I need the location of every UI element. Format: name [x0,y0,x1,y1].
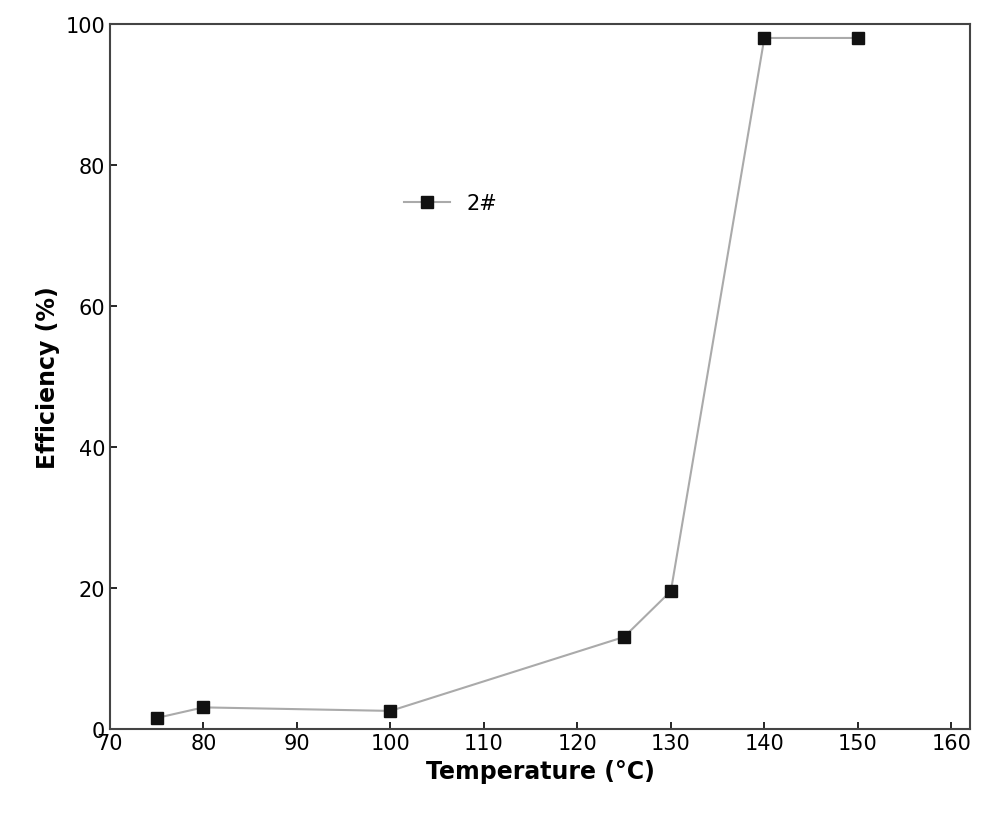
Y-axis label: Efficiency (%): Efficiency (%) [36,286,60,468]
Line: 2#: 2# [150,32,864,724]
2# [384,706,396,716]
2# [665,586,677,596]
2# [151,713,163,723]
2# [618,633,630,643]
X-axis label: Temperature (°C): Temperature (°C) [426,759,654,783]
Legend: 2#: 2# [404,194,497,214]
2# [197,702,209,712]
2# [758,34,770,44]
2# [852,34,864,44]
